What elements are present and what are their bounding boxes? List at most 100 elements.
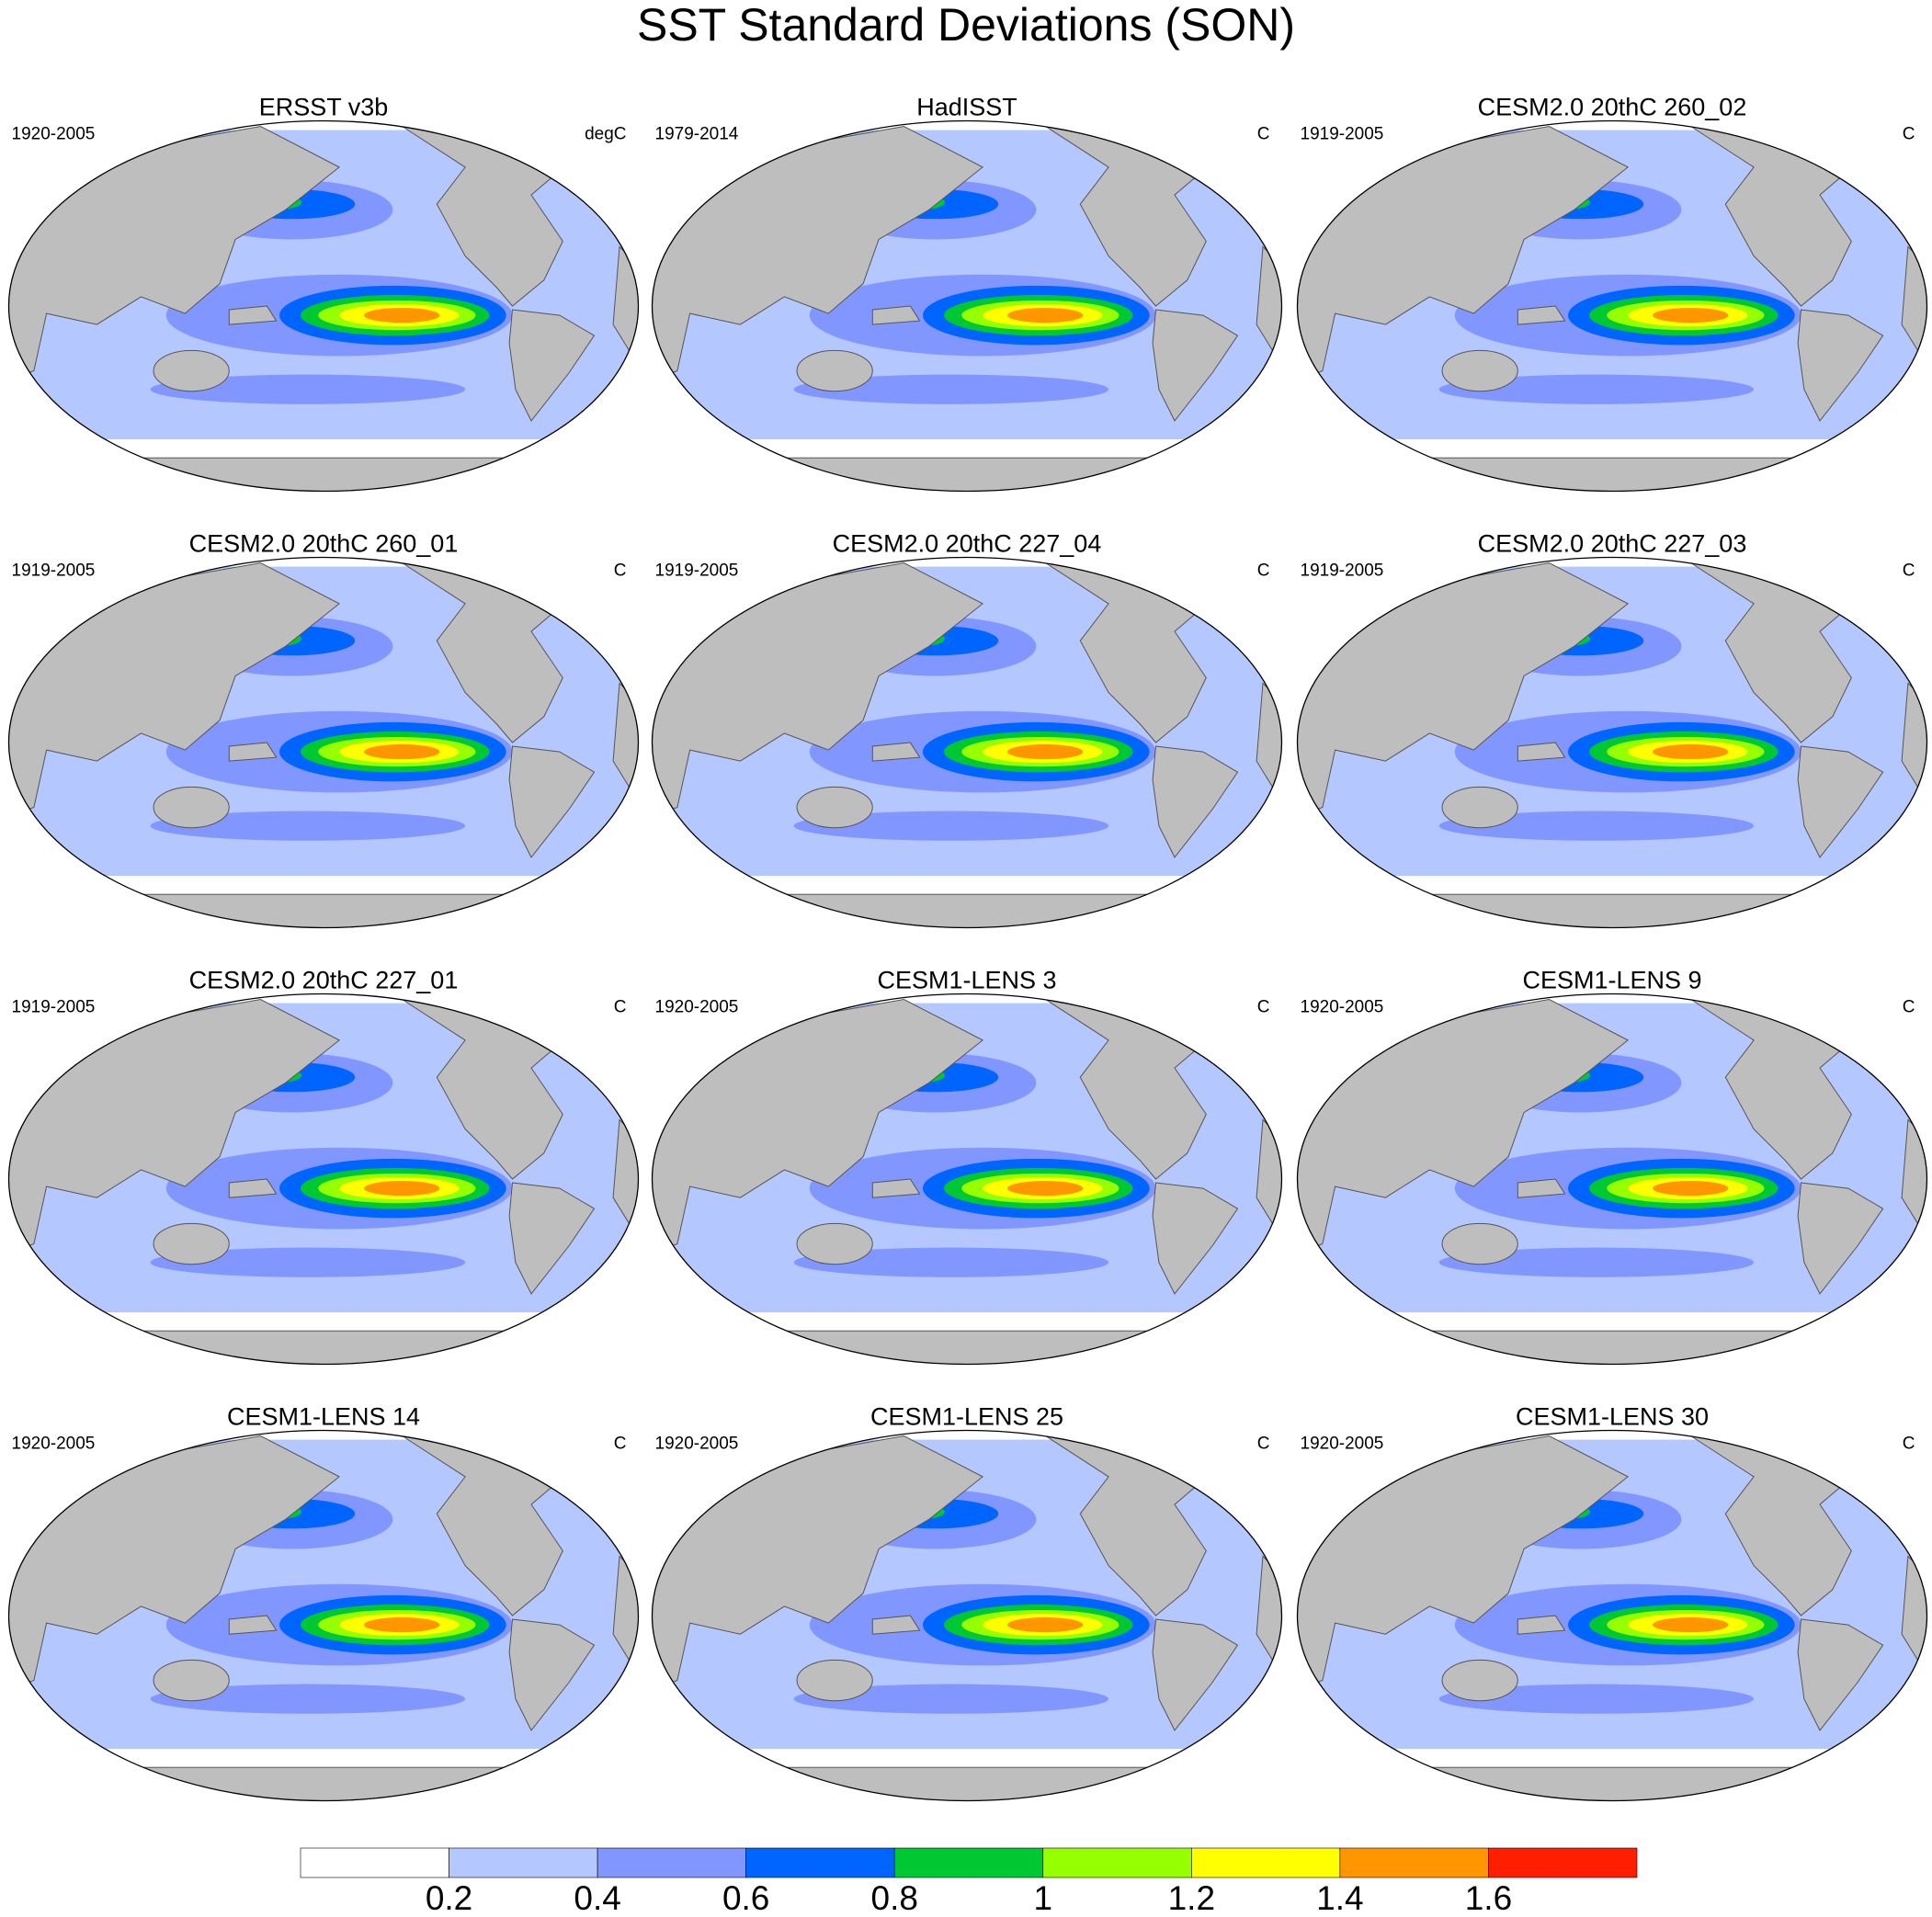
- land: [1797, 745, 1884, 858]
- map-panel: [651, 556, 1283, 929]
- map-panel: [7, 556, 640, 929]
- sea-ice: [652, 1749, 1282, 1768]
- australia: [1441, 1222, 1518, 1265]
- equatorial-tongue: [1007, 1181, 1084, 1197]
- panel-period: 1920-2005: [655, 1435, 739, 1454]
- map-panel: [1296, 119, 1928, 493]
- arctic: [652, 120, 1282, 130]
- panel-units: C: [1257, 125, 1270, 144]
- land: [1517, 1178, 1566, 1198]
- australia: [1441, 349, 1518, 392]
- panel-title: CESM1-LENS 3: [877, 967, 1056, 994]
- arctic: [1297, 557, 1927, 567]
- antarctica: [8, 1330, 639, 1365]
- panel-units: degC: [585, 125, 626, 144]
- sst-band: [793, 811, 1109, 841]
- sea-ice: [1297, 876, 1927, 895]
- panel-title: CESM2.0 20thC 227_04: [833, 530, 1102, 558]
- sea-ice: [652, 1312, 1282, 1332]
- australia: [153, 1659, 230, 1702]
- australia: [796, 349, 873, 392]
- land: [1152, 309, 1239, 422]
- australia: [796, 1222, 873, 1265]
- equatorial-tongue: [364, 744, 440, 760]
- antarctica: [652, 457, 1282, 492]
- colorbar-box: [1339, 1847, 1489, 1878]
- antarctica: [652, 1330, 1282, 1365]
- antarctica: [652, 893, 1282, 928]
- map-panel: [1296, 1429, 1928, 1802]
- antarctica: [8, 457, 639, 492]
- land: [1152, 1618, 1239, 1731]
- map-body: [8, 1430, 639, 1801]
- sst-band: [1438, 1684, 1755, 1714]
- equatorial-tongue: [1653, 1617, 1729, 1633]
- sst-band: [793, 1684, 1109, 1714]
- land: [228, 742, 278, 762]
- map-panel: [1296, 556, 1928, 929]
- sea-ice: [8, 1749, 639, 1768]
- panel-title: CESM2.0 20thC 227_03: [1478, 530, 1747, 558]
- map-body: [8, 120, 639, 492]
- sea-ice: [8, 439, 639, 459]
- panel-period: 1920-2005: [1301, 1435, 1384, 1454]
- map-border: [1296, 556, 1928, 929]
- land: [228, 305, 278, 325]
- sst-band: [150, 1247, 466, 1277]
- map-border: [651, 556, 1283, 929]
- panel-units: C: [614, 1435, 627, 1454]
- colorbar-label: 0.4: [574, 1879, 620, 1917]
- panel-period: 1919-2005: [1301, 125, 1384, 144]
- land: [1797, 1618, 1884, 1731]
- map-panel: [7, 993, 640, 1366]
- map-body: [8, 557, 639, 928]
- panel-units: C: [1257, 998, 1270, 1017]
- panel-units: C: [1257, 1435, 1270, 1454]
- panel-period: 1920-2005: [1301, 998, 1384, 1017]
- colorbar-label: 0.8: [871, 1879, 918, 1917]
- colorbar-box: [1488, 1847, 1638, 1878]
- arctic: [1297, 993, 1927, 1004]
- sea-ice: [1297, 1749, 1927, 1768]
- sea-ice: [8, 1312, 639, 1332]
- land: [1152, 1182, 1239, 1295]
- panel-units: C: [614, 998, 627, 1017]
- equatorial-tongue: [364, 1617, 440, 1633]
- equatorial-tongue: [1653, 1181, 1729, 1197]
- arctic: [1297, 1430, 1927, 1440]
- australia: [153, 1222, 230, 1265]
- antarctica: [1297, 893, 1927, 928]
- equatorial-tongue: [364, 1181, 440, 1197]
- map-border: [7, 119, 640, 493]
- map-border: [651, 119, 1283, 493]
- map-border: [1296, 1429, 1928, 1802]
- arctic: [8, 1430, 639, 1440]
- sst-band: [1438, 811, 1755, 841]
- land: [1517, 305, 1566, 325]
- sst-band: [150, 374, 466, 404]
- sea-ice: [1297, 439, 1927, 459]
- equatorial-tongue: [1007, 744, 1084, 760]
- arctic: [8, 993, 639, 1004]
- land: [1797, 1182, 1884, 1295]
- sst-band: [793, 374, 1109, 404]
- land: [871, 1178, 921, 1198]
- panel-title: HadISST: [916, 94, 1017, 121]
- equatorial-tongue: [1653, 308, 1729, 323]
- map-body: [652, 993, 1282, 1365]
- arctic: [8, 120, 639, 130]
- australia: [153, 349, 230, 392]
- colorbar-label: 1.2: [1168, 1879, 1215, 1917]
- map-panel: [651, 1429, 1283, 1802]
- arctic: [8, 557, 639, 567]
- map-body: [652, 1430, 1282, 1801]
- antarctica: [1297, 1766, 1927, 1801]
- map-panel: [1296, 993, 1928, 1366]
- sst-band: [150, 811, 466, 841]
- sea-ice: [8, 876, 639, 895]
- panel-units: C: [1903, 125, 1915, 144]
- panel-title: CESM1-LENS 14: [227, 1403, 420, 1431]
- equatorial-tongue: [1007, 308, 1084, 323]
- sst-band: [1438, 1247, 1755, 1277]
